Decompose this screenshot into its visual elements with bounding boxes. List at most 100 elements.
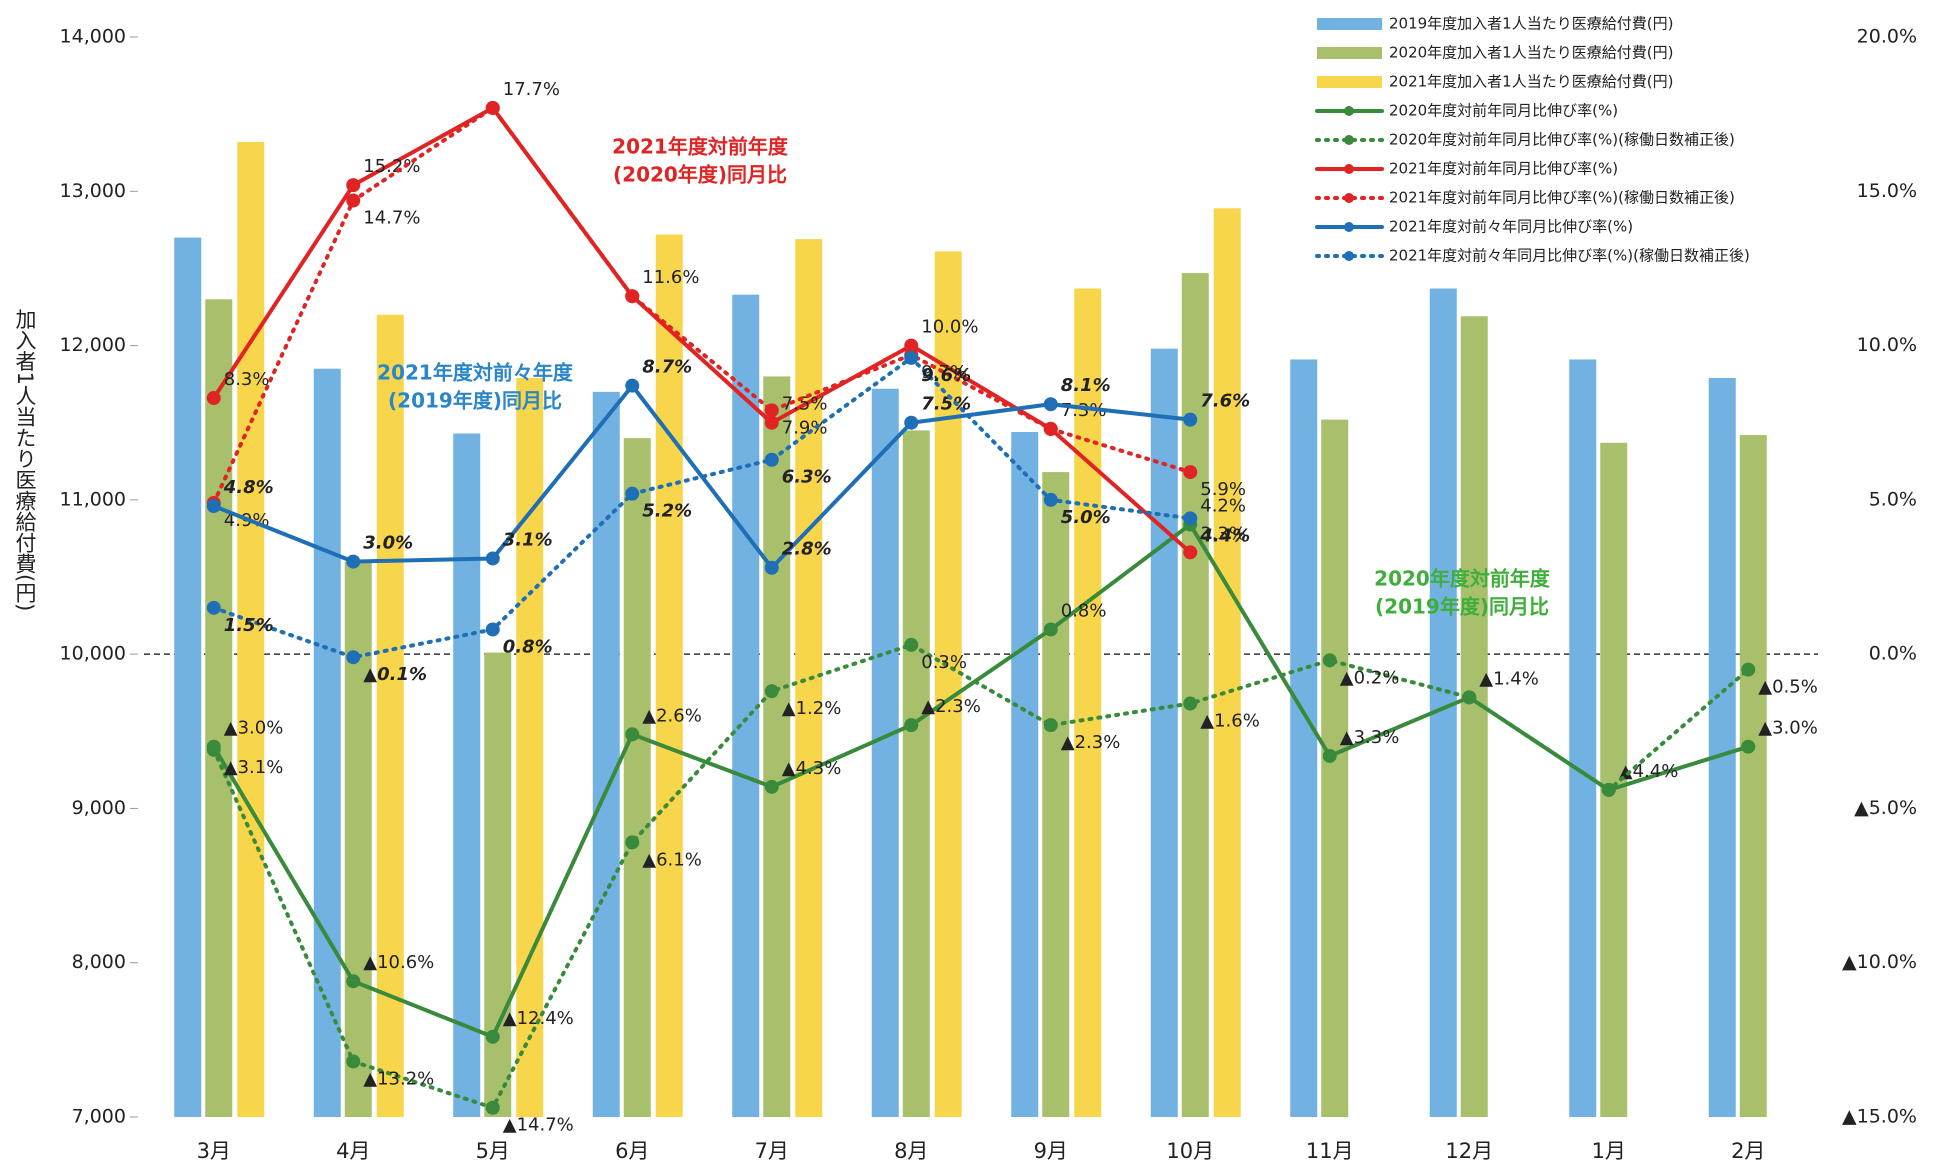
point	[1741, 739, 1756, 754]
bar	[623, 438, 651, 1118]
value-label: 7.5%	[921, 394, 971, 415]
point	[1043, 622, 1058, 637]
point	[346, 650, 361, 665]
value-label: 5.0%	[1061, 507, 1111, 528]
point	[346, 554, 361, 569]
point	[346, 974, 361, 989]
legend-label: 2021年度対前年同月比伸び率(%)(稼働日数補正後)	[1389, 189, 1735, 207]
point	[346, 1054, 361, 1069]
value-label: 7.9%	[782, 417, 828, 438]
y2-tick-label: 15.0%	[1857, 180, 1917, 202]
x-tick-label: 1月	[1592, 1139, 1626, 1163]
value-label: 4.2%	[1200, 496, 1246, 517]
value-label: 3.1%	[503, 529, 553, 550]
value-label: 9.6%	[921, 365, 971, 386]
bar	[902, 430, 930, 1117]
value-label: 8.3%	[224, 369, 270, 390]
legend-label: 2021年度対前年同月比伸び率(%)	[1389, 160, 1618, 178]
y-tick-label: 13,000	[60, 180, 126, 202]
bar	[592, 391, 620, 1117]
legend-label: 2019年度加入者1人当たり医療給付費(円)	[1389, 15, 1673, 33]
x-tick-label: 12月	[1445, 1139, 1493, 1163]
annotation: 2021年度対前々年度	[377, 361, 574, 385]
x-tick-label: 5月	[476, 1139, 510, 1163]
value-label: 5.2%	[642, 501, 692, 522]
y2-tick-label: 0.0%	[1869, 643, 1917, 665]
y-tick-label: 12,000	[60, 334, 126, 356]
value-label: ▲1.2%	[782, 698, 842, 719]
legend-marker	[1344, 164, 1354, 174]
point	[485, 100, 500, 115]
point	[764, 560, 779, 575]
point	[764, 684, 779, 699]
point	[1183, 412, 1198, 427]
bar	[732, 294, 760, 1118]
value-label: 7.6%	[1200, 391, 1250, 412]
point	[625, 835, 640, 850]
value-label: ▲14.7%	[503, 1115, 574, 1136]
legend-marker	[1344, 135, 1354, 145]
bar	[344, 561, 372, 1117]
line	[211, 355, 1193, 660]
point	[1043, 492, 1058, 507]
legend-label: 2020年度対前年同月比伸び率(%)	[1389, 102, 1618, 120]
point	[1043, 421, 1058, 436]
bar	[313, 368, 341, 1117]
point	[485, 1100, 500, 1115]
bar	[1739, 435, 1767, 1117]
value-label: 17.7%	[503, 79, 560, 100]
value-label: 5.9%	[1200, 479, 1246, 500]
y-tick-label: 10,000	[60, 643, 126, 665]
y2-tick-label: ▲10.0%	[1842, 951, 1917, 973]
point	[346, 178, 361, 193]
legend-label: 2020年度対前年同月比伸び率(%)(稼働日数補正後)	[1389, 131, 1735, 149]
bar	[1213, 208, 1241, 1117]
point	[485, 622, 500, 637]
y2-tick-label: 5.0%	[1869, 488, 1917, 510]
bar	[484, 652, 512, 1117]
value-label: ▲3.3%	[1340, 727, 1400, 748]
value-label: 0.8%	[1061, 600, 1107, 621]
point	[1462, 690, 1477, 705]
x-tick-label: 11月	[1306, 1139, 1354, 1163]
x-tick-label: 6月	[615, 1139, 649, 1163]
point	[1322, 653, 1337, 668]
point	[206, 600, 221, 615]
bar	[1708, 377, 1736, 1117]
x-tick-label: 4月	[336, 1139, 370, 1163]
y-tick-label: 14,000	[60, 26, 126, 48]
value-label: ▲3.1%	[224, 757, 284, 778]
point	[206, 499, 221, 514]
point	[1183, 696, 1198, 711]
point	[485, 1029, 500, 1044]
bar	[516, 377, 544, 1117]
value-label: ▲2.6%	[642, 705, 702, 726]
value-label: ▲0.2%	[1340, 667, 1400, 688]
legend-swatch	[1317, 18, 1382, 30]
bar	[871, 388, 899, 1117]
value-label: ▲2.3%	[1061, 732, 1121, 753]
value-label: ▲1.4%	[1479, 668, 1539, 689]
point	[764, 779, 779, 794]
point	[1741, 662, 1756, 677]
value-label: 8.7%	[642, 357, 692, 378]
x-tick-label: 10月	[1166, 1139, 1214, 1163]
point	[764, 452, 779, 467]
value-label: ▲3.0%	[224, 718, 284, 739]
value-label: ▲6.1%	[642, 849, 702, 870]
point	[1183, 511, 1198, 526]
point	[764, 403, 779, 418]
value-label: 4.8%	[223, 477, 274, 498]
bar	[1150, 348, 1178, 1118]
value-label: 1.5%	[224, 615, 274, 636]
value-label: 3.3%	[1200, 523, 1246, 544]
annotation: (2020年度)同月比	[613, 163, 787, 187]
bar	[763, 376, 791, 1117]
value-label: 2.8%	[782, 539, 832, 560]
bar	[1290, 359, 1318, 1117]
value-label: ▲12.4%	[503, 1008, 574, 1029]
bar	[1181, 273, 1209, 1117]
point	[764, 415, 779, 430]
value-label: 8.1%	[1061, 375, 1111, 396]
bar	[1074, 288, 1102, 1117]
